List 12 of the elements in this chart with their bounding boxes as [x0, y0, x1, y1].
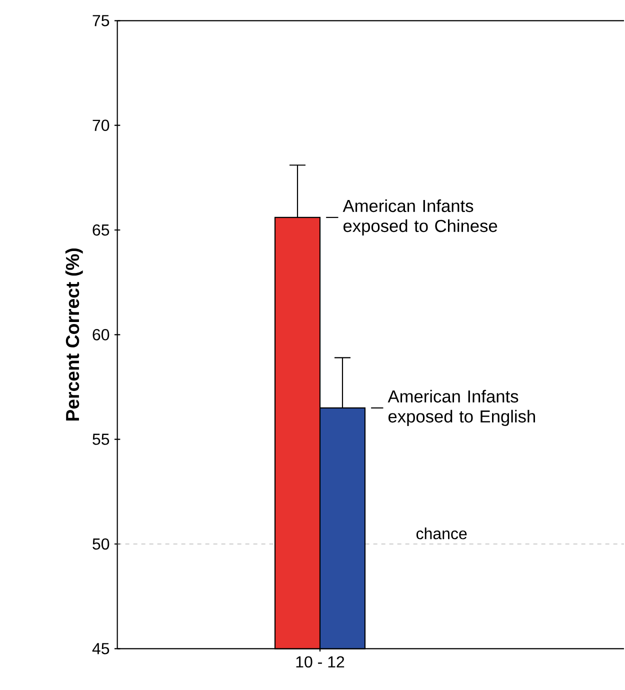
x-tick-label: 10 - 12: [296, 656, 344, 668]
y-tick-label: 75: [92, 15, 109, 26]
ref-line-label: chance: [416, 528, 467, 540]
y-axis-title: Percent Correct (%): [65, 248, 83, 421]
y-tick-label: 45: [92, 643, 109, 654]
legend-label: American Infants exposed to Chinese: [342, 199, 497, 236]
y-tick-label: 65: [92, 224, 109, 236]
y-tick-label: 70: [92, 120, 109, 131]
y-tick-label: 50: [92, 538, 109, 550]
y-tick-label: 60: [92, 329, 109, 340]
y-tick-label: 55: [92, 434, 109, 445]
legend-label: American Infants exposed to English: [388, 390, 535, 426]
